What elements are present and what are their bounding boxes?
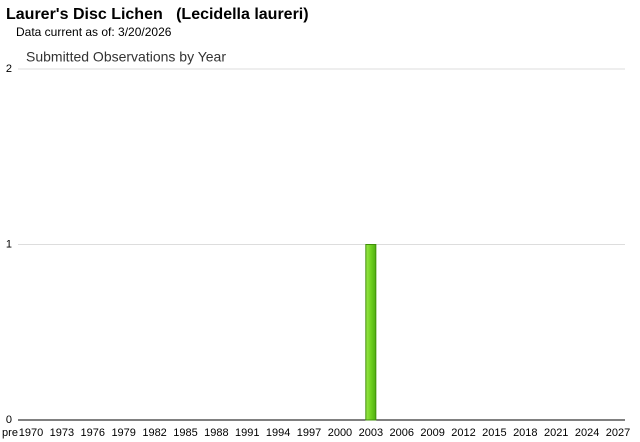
x-tick-label: 1973: [50, 427, 74, 439]
x-tick-label: pre: [2, 427, 18, 439]
chart-title: Submitted Observations by Year: [26, 49, 226, 65]
x-tick-label: 1985: [173, 427, 197, 439]
x-tick-label: 2015: [482, 427, 506, 439]
page-subtitle: Data current as of: 3/20/2026: [16, 25, 172, 39]
y-tick-label: 0: [6, 414, 12, 426]
x-tick-label: 2000: [328, 427, 352, 439]
x-tick-label: 1991: [235, 427, 259, 439]
x-tick-label: 1982: [142, 427, 166, 439]
x-tick-label: 2003: [359, 427, 383, 439]
x-tick-label: 1979: [111, 427, 135, 439]
x-tick-label: 2021: [544, 427, 568, 439]
x-tick-label: 1970: [19, 427, 43, 439]
x-tick-label: 2012: [451, 427, 475, 439]
x-tick-label: 2027: [606, 427, 630, 439]
y-tick-label: 1: [6, 238, 12, 250]
bar: [365, 244, 377, 421]
x-tick-label: 1997: [297, 427, 321, 439]
x-tick-label: 1994: [266, 427, 290, 439]
x-tick-label: 1988: [204, 427, 228, 439]
x-tick-label: 1976: [81, 427, 105, 439]
page-title: Laurer's Disc Lichen (Lecidella laureri): [6, 6, 309, 23]
x-tick-label: 2018: [513, 427, 537, 439]
x-tick-label: 2009: [420, 427, 444, 439]
x-tick-label: 2006: [389, 427, 413, 439]
y-tick-label: 2: [6, 63, 12, 75]
x-tick-label: 2024: [575, 427, 599, 439]
